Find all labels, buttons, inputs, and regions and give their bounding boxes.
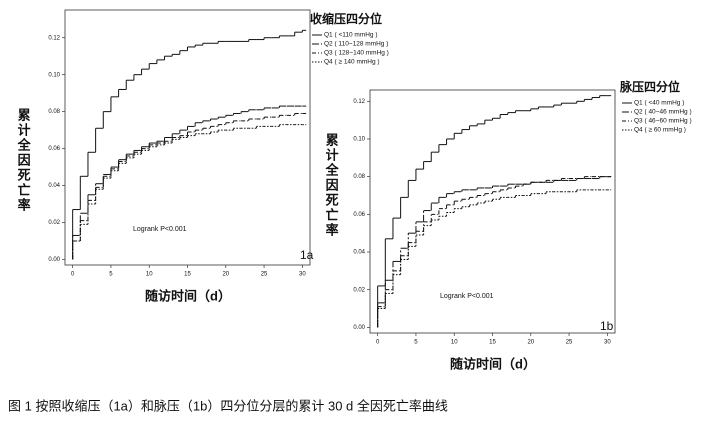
panel-label: 1a <box>300 248 314 262</box>
x-tick-label: 30 <box>299 272 306 278</box>
x-axis-label: 随访时间（d） <box>145 288 231 303</box>
y-tick-label: 0.08 <box>48 109 60 115</box>
y-tick-label: 0.04 <box>48 183 60 189</box>
caption: 图 1 按照收缩压（1a）和脉压（1b）四分位分层的累计 30 d 全因死亡率曲… <box>8 398 448 413</box>
x-axis-label: 随访时间（d） <box>450 356 536 371</box>
x-tick-label: 25 <box>261 272 268 278</box>
legend-label: Q4 ( ≥ 60 mmHg ) <box>634 127 686 134</box>
y-tick-label: 0.06 <box>353 212 365 218</box>
annotation: Logrank P<0.001 <box>440 293 494 300</box>
x-tick-label: 0 <box>71 272 75 278</box>
x-tick-label: 15 <box>184 272 191 278</box>
y-axis-label: 累计全因死亡率 <box>324 132 340 238</box>
y-tick-label: 0.00 <box>48 257 60 263</box>
x-tick-label: 15 <box>489 340 496 346</box>
y-tick-label: 0.10 <box>48 72 60 78</box>
y-tick-label: 0.04 <box>353 250 365 256</box>
legend-label: Q3 ( 128~140 mmHg ) <box>324 50 389 57</box>
legend-title: 收缩压四分位 <box>310 11 382 26</box>
x-tick-label: 30 <box>604 340 611 346</box>
x-tick-label: 25 <box>566 340 573 346</box>
legend-label: Q1 ( <40 mmHg ) <box>634 100 684 107</box>
x-tick-label: 5 <box>414 340 418 346</box>
y-axis-label: 累计全因死亡率 <box>16 107 32 213</box>
legend-label: Q4 ( ≥ 140 mmHg ) <box>324 59 380 66</box>
legend-title: 脉压四分位 <box>619 79 680 94</box>
x-tick-label: 5 <box>109 272 113 278</box>
panel-label: 1b <box>600 319 614 333</box>
legend-label: Q2 ( 40~46 mmHg ) <box>634 109 692 116</box>
y-tick-label: 0.02 <box>353 287 365 293</box>
x-tick-label: 0 <box>376 340 380 346</box>
annotation: Logrank P<0.001 <box>133 226 187 233</box>
y-tick-label: 0.10 <box>353 137 365 143</box>
x-tick-label: 20 <box>222 272 229 278</box>
y-tick-label: 0.08 <box>353 174 365 180</box>
legend-label: Q2 ( 110~128 mmHg ) <box>324 41 388 48</box>
y-tick-label: 0.00 <box>353 325 365 331</box>
y-tick-label: 0.12 <box>353 99 365 105</box>
y-tick-label: 0.12 <box>48 35 60 41</box>
y-tick-label: 0.06 <box>48 146 60 152</box>
legend-label: Q1 ( <110 mmHg ) <box>324 32 378 39</box>
x-tick-label: 10 <box>451 340 458 346</box>
x-tick-label: 10 <box>146 272 153 278</box>
y-tick-label: 0.02 <box>48 220 60 226</box>
legend-label: Q3 ( 46~60 mmHg ) <box>634 118 692 125</box>
x-tick-label: 20 <box>527 340 534 346</box>
